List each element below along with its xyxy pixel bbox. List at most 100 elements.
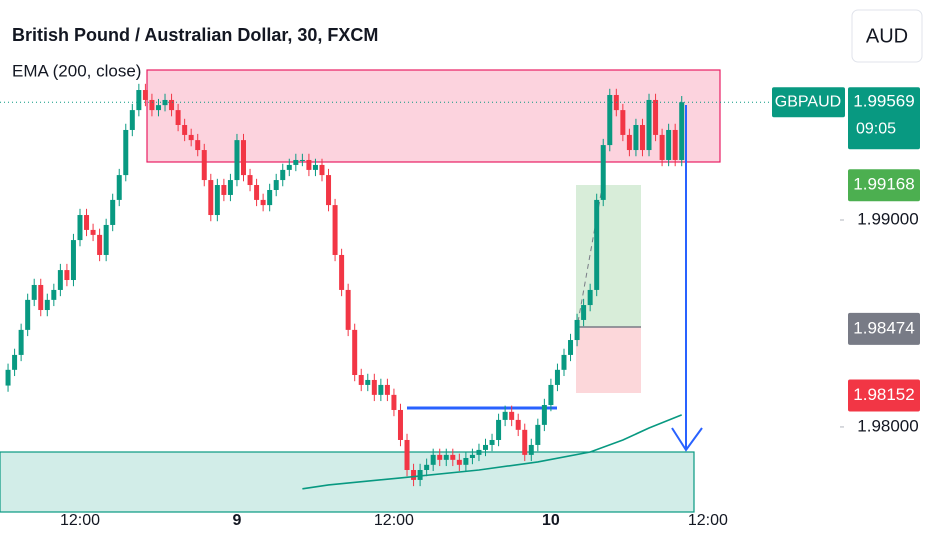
chart-title: British Pound / Australian Dollar, 30, F… [12,25,378,45]
candle-body [430,454,436,465]
candle-body [155,105,161,111]
candle-body [574,319,580,341]
candle-body [293,159,299,165]
x-tick-label: 9 [233,512,242,529]
candle-body [319,164,325,176]
candle-body [326,175,332,206]
candle-body [384,384,390,395]
symbol-label: GBPAUD [775,93,841,110]
candle-body [456,459,462,465]
candle-body [90,229,96,235]
candle-body [378,384,384,395]
candle-body [496,419,502,440]
candle-body [31,284,37,300]
candle-body [417,469,423,480]
candle-body [620,110,626,135]
candle-body [561,354,567,370]
candle-body [424,464,430,470]
indicator-legend: EMA (200, close) [12,61,141,80]
candle-body [64,270,70,281]
candle-body [57,270,63,290]
candle-body [97,234,103,255]
candle-body [483,444,489,450]
price-label: 1.98152 [853,385,914,404]
candle-body [522,429,528,455]
candle-body [221,185,227,195]
candle-body [70,240,76,281]
candle-body [528,444,534,455]
candle-body [397,409,403,440]
candle-body [201,150,207,181]
candle-body [541,405,547,425]
price-tag [848,312,920,345]
candle-body [345,289,351,330]
candle-body [110,199,116,225]
candle-body [227,180,233,195]
candle-body [44,299,50,311]
price-tag [848,379,920,412]
y-tick-label: 1.99000 [857,209,918,228]
candle-body [607,94,613,146]
candle-body [626,134,632,151]
x-tick-label: 12:00 [374,512,414,529]
candle-body [234,140,240,181]
price-tag [848,169,920,202]
candle-body [116,175,122,200]
candle-body [182,125,188,135]
price-label: 1.99168 [853,175,914,194]
candle-body [267,189,273,206]
candle-body [672,129,678,160]
candle-body [404,439,410,470]
candle-body [646,99,652,151]
candle-body [653,99,659,135]
candle-body [371,379,377,395]
candle-body [84,215,90,230]
candle-body [515,419,521,430]
ema-line [302,414,682,490]
price-label: 1.99569 [853,92,914,111]
candle-body [639,125,645,151]
candle-body [306,159,312,170]
candle-body [312,164,318,170]
candle-body [476,449,482,455]
candle-body [633,125,639,151]
candle-body [365,379,371,385]
candle-body [18,329,24,355]
candle-body [247,175,253,186]
candle-body [241,140,247,176]
candle-body [463,457,469,465]
candle-body [254,185,260,200]
target-zone [576,185,641,327]
candle-body [51,289,57,300]
candle-body [12,354,18,370]
candle-body [103,224,109,255]
candle-body [568,340,574,355]
candle-body [443,454,449,460]
candle-body [123,129,129,176]
candle-body [299,159,305,161]
candle-body [502,411,508,420]
candle-body [142,90,148,100]
candle-body [509,411,515,420]
candle-body [548,384,554,406]
candle-body [169,99,175,111]
symbol-tag [772,87,845,118]
arrow-head [671,427,703,452]
candle-body [286,164,292,170]
candle-body [260,199,266,206]
price-tag [848,87,920,150]
currency-label: AUD [866,25,908,47]
candle-body [352,329,358,375]
candle-body [129,110,135,130]
candle-body [136,90,142,111]
support-zone [0,451,695,513]
candle-body [587,289,593,306]
candle-body [208,180,214,216]
candle-body [594,199,600,290]
candle-body [437,454,443,460]
candle-body [535,424,541,445]
currency-button[interactable] [851,9,923,63]
candle-body [25,299,31,330]
candle-body [162,99,168,106]
